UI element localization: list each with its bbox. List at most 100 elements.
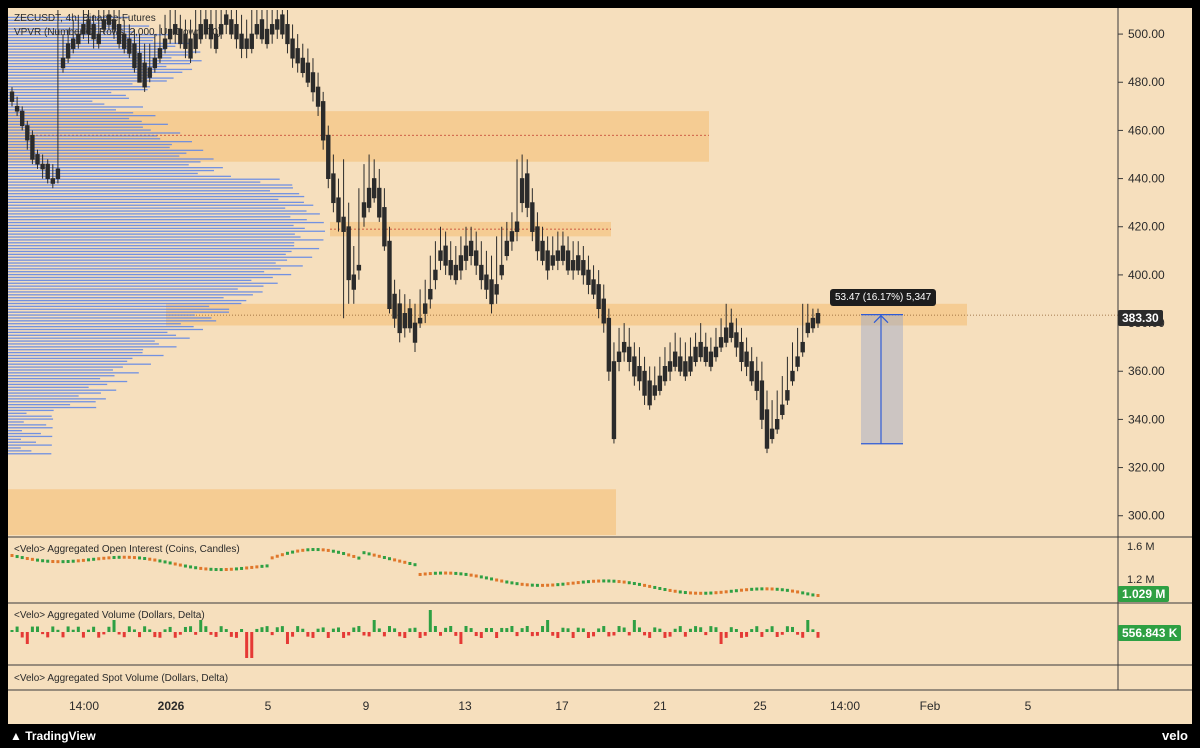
oi-candle <box>107 556 111 560</box>
symbol-legend[interactable]: ZECUSDT, 4h, Binance-Futures <box>14 13 156 24</box>
volume-bar <box>811 629 815 632</box>
vp-row <box>8 271 265 273</box>
candle-body <box>392 293 397 319</box>
vp-row <box>8 285 264 287</box>
candle-body <box>40 163 45 170</box>
oi-pane-title[interactable]: <Velo> Aggregated Open Interest (Coins, … <box>14 544 240 555</box>
measure-box[interactable] <box>861 314 903 444</box>
tradingview-logo[interactable]: ▲ TradingView <box>10 729 96 743</box>
oi-candle <box>30 557 34 561</box>
vp-row <box>8 357 133 360</box>
volume-bar <box>551 632 555 636</box>
vp-row <box>8 297 224 299</box>
volume-bar <box>143 626 147 632</box>
candle-body <box>667 361 673 372</box>
vp-row <box>8 351 143 354</box>
oi-candle <box>816 594 820 597</box>
volume-bar <box>10 630 14 632</box>
volume-bar <box>658 628 662 632</box>
candle-body <box>637 366 642 382</box>
volume-bar <box>347 632 351 636</box>
candle-body <box>127 38 132 54</box>
volume-bar <box>132 629 136 632</box>
vp-row <box>8 65 167 68</box>
vp-row <box>8 123 168 125</box>
oi-candle <box>148 557 152 561</box>
volume-bar <box>444 627 448 632</box>
volume-bar <box>663 632 667 638</box>
oi-candle <box>561 582 565 586</box>
oi-candle <box>663 588 667 592</box>
vp-row <box>8 158 214 160</box>
oi-candle <box>285 551 289 555</box>
candle-body <box>489 279 494 305</box>
vp-row <box>8 239 324 241</box>
candle-body <box>509 231 515 242</box>
volume-bar <box>183 626 187 632</box>
time-axis[interactable] <box>8 690 1192 724</box>
volume-bar <box>71 629 75 632</box>
oi-candle <box>530 583 534 587</box>
candle-body <box>412 322 418 343</box>
volume-bar <box>525 626 529 632</box>
volume-bar <box>224 629 228 632</box>
vp-row <box>8 83 133 85</box>
velo-logo: velo <box>1161 728 1188 743</box>
vp-row <box>8 175 231 177</box>
vpvr-legend[interactable]: VPVR (Number Of Rows, 2,000, Up/Down, 70… <box>14 27 222 38</box>
vp-row <box>8 337 190 339</box>
volume-bar <box>240 629 244 632</box>
volume-bar <box>617 626 621 632</box>
volume-pane-title[interactable]: <Velo> Aggregated Volume (Dollars, Delta… <box>14 610 205 621</box>
vp-row <box>8 372 139 374</box>
vp-row <box>8 129 151 131</box>
candle-body <box>387 240 392 310</box>
candle-body <box>208 24 214 40</box>
vp-row <box>8 311 230 313</box>
oi-candle <box>280 553 284 557</box>
candle-body <box>162 38 168 49</box>
vp-row <box>8 224 294 227</box>
candle-body <box>173 24 178 35</box>
candle-body <box>14 105 20 112</box>
time-tick-label: 5 <box>265 699 272 713</box>
candle-body <box>96 33 101 45</box>
vp-row <box>8 288 238 290</box>
zone-3[interactable] <box>8 489 616 535</box>
zone-2[interactable] <box>166 303 967 326</box>
candle-body <box>576 255 581 271</box>
price-axis[interactable] <box>1118 8 1192 690</box>
vp-row <box>8 204 314 206</box>
candle-body <box>708 351 714 367</box>
candle-body <box>20 110 25 126</box>
oi-candle <box>76 559 80 563</box>
tradingview-label: TradingView <box>25 729 96 743</box>
candle-body <box>295 48 300 64</box>
oi-candle <box>250 565 254 569</box>
oi-candle <box>459 572 463 576</box>
volume-bar <box>56 629 60 632</box>
volume-bar <box>219 626 223 632</box>
volume-bar <box>474 632 478 637</box>
vp-row <box>8 184 293 186</box>
candle-body <box>453 264 459 281</box>
oi-value-tag: 1.029 M <box>1118 586 1170 602</box>
volume-profile <box>8 16 326 455</box>
oi-candle <box>699 591 703 595</box>
volume-bar <box>291 632 295 637</box>
oi-candle <box>495 578 499 582</box>
volume-bar <box>270 632 274 636</box>
spot-volume-pane-title[interactable]: <Velo> Aggregated Spot Volume (Dollars, … <box>14 673 229 684</box>
vp-row <box>8 291 263 293</box>
vp-row <box>8 265 303 267</box>
candle-body <box>530 202 535 232</box>
oi-candle <box>224 567 228 571</box>
oi-candle <box>734 589 738 593</box>
volume-bar <box>342 632 346 638</box>
oi-candle <box>622 580 626 584</box>
volume-bar <box>66 626 70 632</box>
candlestick-series <box>9 10 821 454</box>
vp-row <box>8 331 168 334</box>
volume-bar <box>546 620 550 632</box>
